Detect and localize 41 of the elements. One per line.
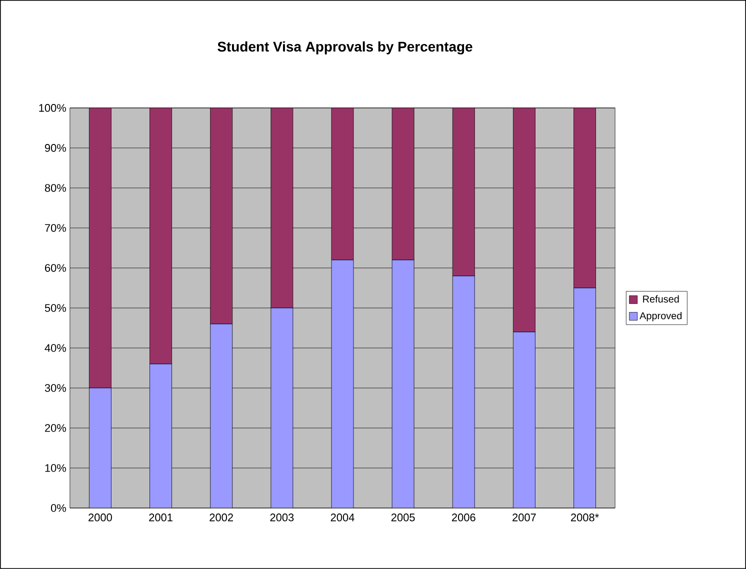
bar <box>574 288 596 508</box>
bar <box>270 108 294 308</box>
y-tick-label: 50% <box>44 304 66 312</box>
bar <box>452 108 475 276</box>
x-tick-label: 2003 <box>270 514 294 522</box>
bar <box>513 108 536 332</box>
x-tick-label: 2000 <box>88 514 112 522</box>
y-tick-label: 100% <box>39 104 66 112</box>
bar <box>392 260 414 508</box>
bar <box>89 108 112 388</box>
bar <box>210 108 233 324</box>
y-tick-label: 70% <box>45 224 66 232</box>
bar <box>392 108 414 260</box>
y-tick-label: 0% <box>50 504 66 512</box>
x-tick-label: 2006 <box>452 514 476 522</box>
x-tick-label: 2008* <box>570 514 599 522</box>
bar <box>513 332 536 508</box>
bar <box>574 108 596 288</box>
y-tick-label: 40% <box>44 344 66 352</box>
x-tick-label: 2007 <box>512 514 536 522</box>
bar <box>331 108 354 260</box>
y-tick-label: 20% <box>45 424 66 432</box>
y-tick-label: 60% <box>45 264 66 272</box>
legend-label: Approved <box>640 312 682 322</box>
x-tick-label: 2005 <box>391 514 415 522</box>
chart-title: Student Visa Approvals by Percentage <box>218 41 472 54</box>
x-tick-label: 2001 <box>149 514 172 522</box>
legend-label: Refused <box>643 295 679 303</box>
y-tick-label: 30% <box>44 384 66 392</box>
bar <box>210 324 233 508</box>
bar <box>89 388 112 508</box>
x-tick-label: 2004 <box>330 514 354 522</box>
x-tick-label: 2002 <box>210 514 233 522</box>
bar <box>150 364 172 508</box>
bar <box>331 260 354 508</box>
y-tick-label: 10% <box>45 464 66 472</box>
bar <box>452 276 475 508</box>
bar <box>270 308 294 508</box>
bar <box>150 108 172 364</box>
y-tick-label: 80% <box>44 184 66 192</box>
y-tick-label: 90% <box>44 144 66 152</box>
